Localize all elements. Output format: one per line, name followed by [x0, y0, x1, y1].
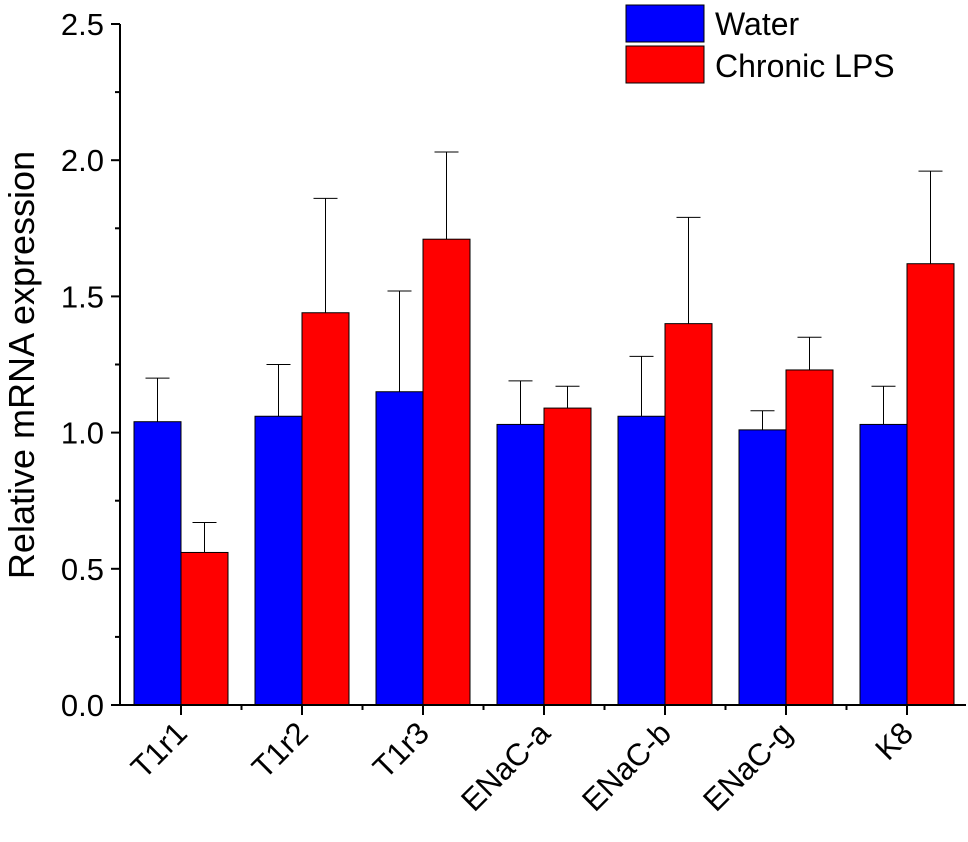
- bar-water-enac-a: [496, 423, 545, 706]
- x-tick-label: ENaC-a: [454, 715, 557, 818]
- legend-swatch-chronic-lps: [625, 45, 705, 84]
- y-tick-label: 1.0: [61, 416, 104, 451]
- bar-water-enac-g: [738, 429, 787, 706]
- bar-chronic-lps-t1r1: [180, 551, 229, 706]
- bar-chronic-lps-t1r2: [301, 312, 350, 706]
- y-tick-label: 1.5: [61, 279, 104, 314]
- bar-chronic-lps-t1r3: [422, 238, 471, 706]
- legend-label-water: Water: [715, 6, 800, 42]
- legend-label-chronic-lps: Chronic LPS: [715, 48, 895, 84]
- bar-water-enac-b: [617, 415, 666, 706]
- legend-swatch-water: [625, 4, 705, 43]
- bar-water-t1r1: [133, 421, 182, 706]
- y-tick-label: 0.0: [61, 688, 104, 723]
- x-tick-label: ENaC-g: [696, 715, 799, 818]
- y-ticks: 0.0 0.5 1.0 1.5 2.0 2.5: [61, 7, 120, 723]
- bar-water-t1r3: [375, 391, 424, 706]
- bar-chronic-lps-enac-g: [785, 369, 834, 706]
- bar-water-t1r2: [254, 415, 303, 706]
- legend: Water Chronic LPS: [625, 4, 895, 84]
- bars-layer: [133, 151, 955, 706]
- x-tick-label: K8: [868, 715, 920, 767]
- bar-chronic-lps-enac-b: [664, 323, 713, 706]
- y-tick-label: 2.0: [61, 143, 104, 178]
- x-ticks: T1r1 T1r2 T1r3 ENaC-a ENaC-b ENaC-g K8: [124, 705, 920, 818]
- y-tick-label: 2.5: [61, 7, 104, 42]
- x-tick-label: T1r3: [366, 715, 436, 785]
- bar-chronic-lps-enac-a: [543, 407, 592, 706]
- x-tick-label: T1r1: [124, 715, 194, 785]
- bar-water-k8: [859, 423, 908, 706]
- x-tick-label: ENaC-b: [575, 715, 678, 818]
- y-axis-label: Relative mRNA expression: [1, 151, 42, 579]
- bar-chronic-lps-k8: [906, 263, 955, 706]
- y-tick-label: 0.5: [61, 552, 104, 587]
- x-tick-label: T1r2: [245, 715, 315, 785]
